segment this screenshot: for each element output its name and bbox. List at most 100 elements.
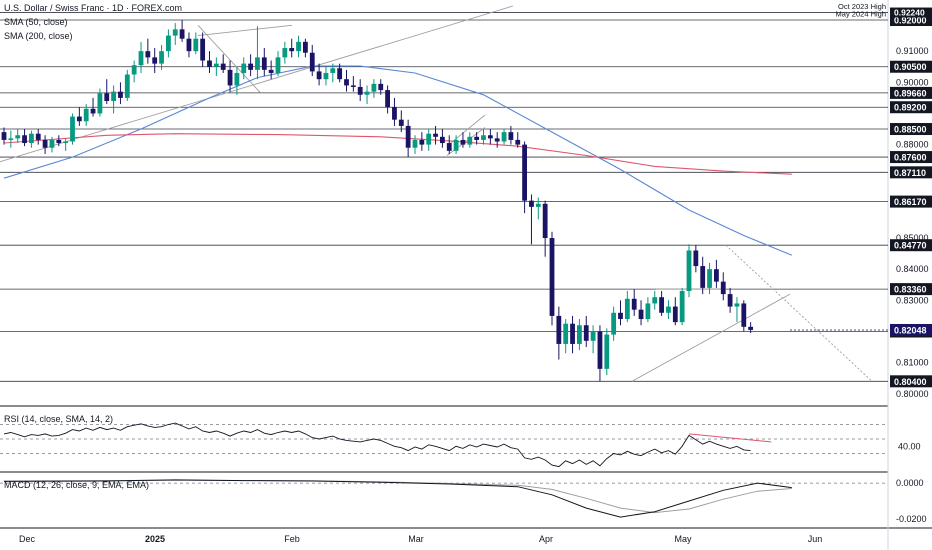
- candle-body: [693, 250, 699, 267]
- macd-legend[interactable]: MACD (12, 26, close, 9, EMA, EMA): [4, 480, 150, 490]
- candle-body: [49, 139, 55, 148]
- price-level-label: 0.92240: [894, 8, 925, 18]
- price-tick-label: 0.90000: [896, 77, 929, 87]
- price-tick-label: 0.84000: [896, 264, 929, 274]
- candle-body: [282, 48, 288, 58]
- candle-body: [727, 294, 733, 307]
- candle-body: [529, 200, 534, 207]
- candle-body: [672, 306, 678, 323]
- candle-body: [152, 57, 158, 64]
- price-level-box: [890, 195, 932, 208]
- candle-body: [172, 29, 178, 36]
- candle-body: [535, 203, 541, 207]
- candle-body: [200, 38, 206, 61]
- rsi-line: [3, 422, 751, 468]
- candle-body: [166, 35, 171, 52]
- price-level-box: [890, 123, 932, 136]
- candle-body: [289, 48, 295, 52]
- candle-body: [679, 290, 685, 323]
- candle-body: [481, 135, 486, 140]
- price-level-box: [890, 101, 932, 114]
- candle-body: [70, 116, 75, 142]
- candle-body: [590, 331, 596, 341]
- macd-tick-label: 0.0000: [896, 478, 924, 488]
- candle-body: [659, 297, 664, 313]
- price-tick-label: 0.81000: [896, 358, 929, 368]
- price-level-box: [890, 86, 932, 99]
- price-level-box: [890, 283, 932, 296]
- candle-body: [583, 325, 589, 341]
- rsi-tick-label: 40.00: [898, 441, 921, 451]
- price-level-box: [890, 151, 932, 164]
- price-level-label: 0.83360: [894, 285, 927, 295]
- candle-body: [460, 139, 466, 145]
- sma200-legend[interactable]: SMA (200, close): [4, 31, 73, 41]
- candle-body: [213, 63, 219, 67]
- candle-body: [241, 63, 247, 73]
- candle-body: [748, 326, 754, 330]
- time-axis-label: Dec: [19, 534, 36, 544]
- candle-body: [556, 315, 562, 344]
- candle-body: [234, 72, 240, 86]
- candle-body: [741, 303, 747, 327]
- falling-resistance-line: [725, 244, 873, 382]
- candle-body: [330, 68, 336, 73]
- candle-body: [542, 203, 548, 239]
- price-tick-label: 0.83000: [896, 295, 929, 305]
- candle-body: [426, 133, 432, 145]
- price-tick-label: 0.88000: [896, 140, 929, 150]
- candle-body: [385, 90, 390, 108]
- candle-body: [392, 107, 397, 120]
- candle-body: [577, 325, 582, 344]
- candle-body: [131, 65, 137, 75]
- candle-body: [275, 57, 281, 73]
- sma50-legend[interactable]: SMA (50, close): [4, 17, 68, 27]
- rising-support-line: [631, 293, 791, 382]
- candle-body: [412, 139, 418, 148]
- price-tick-label: 0.80000: [896, 389, 929, 399]
- candle-body: [652, 297, 658, 304]
- price-level-label: 0.87110: [894, 168, 926, 178]
- candle-body: [714, 269, 719, 282]
- candle-body: [467, 136, 473, 145]
- candle-body: [494, 138, 500, 142]
- candle-body: [83, 108, 89, 122]
- candle-body: [323, 72, 329, 80]
- candle-body: [686, 250, 692, 291]
- candle-body: [8, 138, 14, 140]
- time-axis-label: Apr: [539, 534, 553, 544]
- time-axis-label: Jun: [808, 534, 823, 544]
- channel-line: [197, 24, 293, 37]
- candle-body: [76, 116, 82, 122]
- rising-trendline: [0, 5, 514, 163]
- current-price-box: [890, 323, 932, 336]
- candle-body: [398, 119, 404, 126]
- time-axis-label: May: [674, 534, 692, 544]
- candle-body: [248, 63, 253, 70]
- candle-body: [159, 51, 164, 64]
- candle-body: [268, 69, 274, 73]
- candle-body: [296, 41, 301, 52]
- candle-body: [487, 135, 493, 139]
- rsi-legend[interactable]: RSI (14, close, SMA, 14, 2): [4, 414, 114, 424]
- candle-body: [645, 303, 651, 320]
- chart-title: U.S. Dollar / Swiss Franc · 1D · FOREX.c…: [4, 3, 183, 13]
- candle-body: [255, 57, 260, 70]
- candle-body: [666, 306, 671, 313]
- candle-body: [364, 91, 370, 95]
- price-tick-label: 0.85000: [896, 233, 929, 243]
- price-level-label: 0.87600: [894, 153, 927, 163]
- candle-body: [63, 141, 69, 144]
- price-level-box: [890, 7, 932, 18]
- candle-body: [138, 51, 144, 66]
- price-level-box: [890, 239, 932, 252]
- candle-body: [597, 331, 603, 369]
- time-axis-label: Feb: [284, 534, 300, 544]
- candle-body: [720, 281, 726, 295]
- candle-body: [549, 238, 555, 316]
- candle-body: [631, 298, 637, 310]
- candle-body: [570, 323, 575, 344]
- candle-body: [474, 136, 480, 140]
- macd-line: [3, 479, 792, 518]
